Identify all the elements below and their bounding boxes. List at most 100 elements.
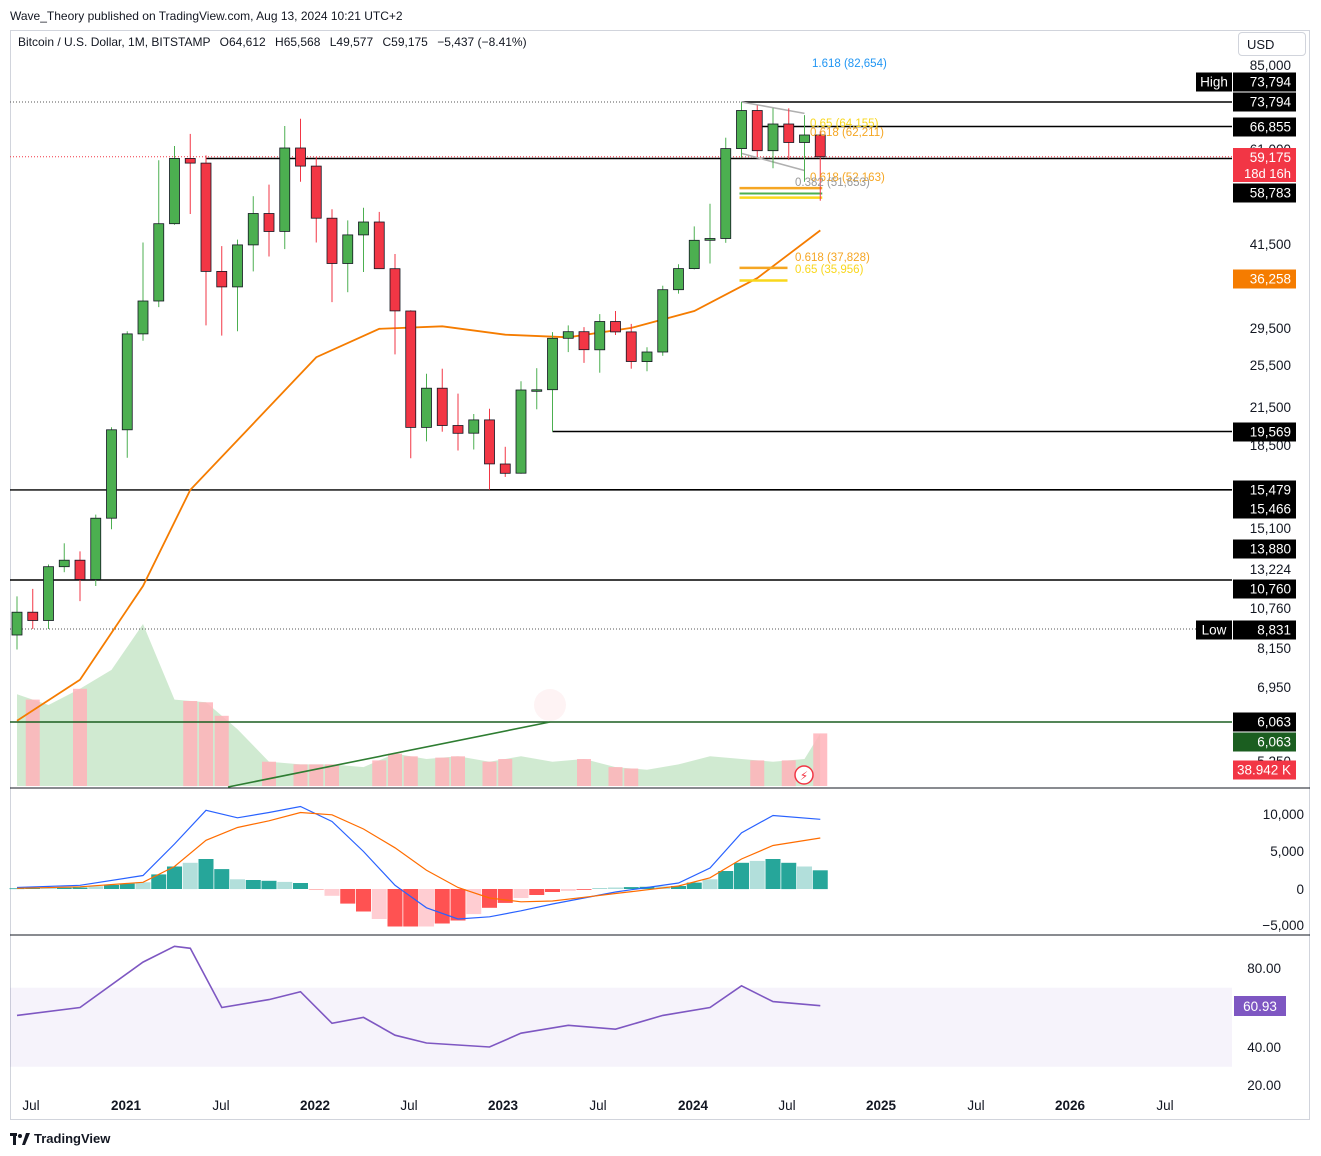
candle-body <box>578 331 590 351</box>
macd-histogram-bar <box>88 886 104 889</box>
price-tag-value: 58,783 <box>1250 186 1291 201</box>
volume-bar-down <box>262 761 276 786</box>
price-tag-value: 15,466 <box>1250 502 1291 517</box>
time-axis-label: Jul <box>778 1098 795 1113</box>
currency-button[interactable]: USD <box>1238 32 1306 56</box>
tradingview-logo-icon <box>10 1132 30 1145</box>
candle-body <box>295 147 306 167</box>
price-tag-countdown: 18d 16h <box>1244 166 1291 181</box>
change-value: −5,437 (−8.41%) <box>437 35 527 49</box>
price-tag-box <box>1233 269 1296 289</box>
price-axis-label: 41,500 <box>1250 237 1291 252</box>
macd-histogram-bar <box>702 879 718 890</box>
price-tag-value: 38.942 K <box>1237 763 1291 778</box>
volume-bar-down <box>293 764 308 786</box>
fib-label: 0.618 (37,828) <box>795 252 870 264</box>
rsi-line <box>16 945 821 1048</box>
marker-glow <box>534 689 566 721</box>
volume-bar-down <box>388 753 402 786</box>
macd-histogram-bar <box>198 859 214 889</box>
channel-line-top <box>741 101 805 115</box>
volume-bar-down <box>73 688 87 786</box>
time-axis-label: Jul <box>22 1098 39 1113</box>
candle-body <box>751 110 763 152</box>
price-axis-label: 10,760 <box>1250 601 1291 616</box>
macd-histogram-bar <box>167 866 182 889</box>
price-tag-box <box>1233 539 1296 559</box>
price-tag-label: High <box>1200 75 1228 90</box>
macd-histogram-bar <box>576 889 592 890</box>
price-tag-value: 6,063 <box>1257 715 1291 730</box>
candle-body <box>263 213 275 232</box>
price-tag-label-box <box>1196 620 1232 640</box>
volume-bar-down <box>199 702 213 786</box>
candle-body <box>216 270 228 288</box>
volume-bar-down <box>498 759 513 786</box>
volume-bar-down <box>624 768 639 787</box>
macd-histogram-bar <box>293 883 308 889</box>
high-label: H <box>275 35 284 49</box>
close-value: 59,175 <box>391 35 428 49</box>
macd-histogram-bar <box>277 881 293 889</box>
macd-histogram-bar <box>151 874 167 889</box>
price-axis-label: 6,950 <box>1257 680 1291 695</box>
macd-histogram-bar <box>812 870 828 890</box>
candle-body <box>200 162 212 272</box>
price-axis-label: 8,150 <box>1257 641 1291 656</box>
volume-bar-down <box>403 756 418 786</box>
candle-body <box>468 419 480 434</box>
volume-bar-down <box>577 759 591 786</box>
volume-trendline <box>227 721 551 788</box>
symbol-title[interactable]: Bitcoin / U.S. Dollar, 1M, BITSTAMP <box>18 35 211 49</box>
candle-body <box>326 217 338 264</box>
price-tag-box <box>1233 148 1296 182</box>
candle-body <box>27 611 39 621</box>
alert-icon-glyph: ⚡ <box>800 769 808 783</box>
macd-histogram-bar <box>9 888 25 890</box>
volume-bar-down <box>813 733 828 786</box>
macd-histogram-bar <box>324 889 340 896</box>
open-label: O <box>219 35 229 49</box>
chart-frame <box>10 30 1310 1120</box>
macd-histogram-bar <box>214 869 230 889</box>
candle-body <box>74 559 86 580</box>
macd-histogram-bar <box>403 889 419 927</box>
candle-body <box>736 110 747 149</box>
price-axis-label: 85,000 <box>1250 58 1291 73</box>
volume-bar-down <box>608 767 623 786</box>
macd-histogram-bar <box>25 888 41 889</box>
publisher-line: Wave_Theory published on TradingView.com… <box>10 9 403 23</box>
macd-histogram-bar <box>104 884 119 889</box>
fib-label: 0.618 (62,211) <box>810 127 884 139</box>
volume-bar-down <box>325 764 339 786</box>
price-axis-label: 21,500 <box>1250 400 1291 415</box>
candle-body <box>547 337 558 391</box>
macd-signal-line <box>16 811 821 903</box>
candle-body <box>279 147 291 232</box>
macd-axis-label: −5,000 <box>1262 918 1304 933</box>
candle-body <box>247 213 259 246</box>
candle-body <box>58 559 70 568</box>
candle-body <box>783 123 795 143</box>
candle-body <box>342 234 354 264</box>
price-axis-label: 18,500 <box>1250 438 1291 453</box>
price-tag-value: 73,794 <box>1250 75 1292 90</box>
macd-histogram-bar <box>671 886 686 889</box>
volume-bar-down <box>183 701 198 787</box>
macd-histogram-bar <box>56 887 72 889</box>
price-axis-label: 15,100 <box>1250 521 1291 536</box>
rsi-axis-label: 80.00 <box>1247 961 1281 976</box>
macd-histogram-bar <box>387 889 403 927</box>
time-axis-label: 2026 <box>1055 1098 1086 1113</box>
candle-body <box>373 221 385 270</box>
price-tag-box <box>1233 92 1296 112</box>
fib-label: 0.618 (52,163) <box>810 172 885 184</box>
macd-axis-label: 10,000 <box>1263 807 1304 822</box>
time-axis-label: Jul <box>967 1098 984 1113</box>
fib-label: 0.65 (64,155) <box>810 118 879 130</box>
candle-body <box>720 148 732 239</box>
candle-body <box>641 351 653 363</box>
volume-bar-down <box>482 761 497 786</box>
macd-histogram-bar <box>230 879 245 890</box>
